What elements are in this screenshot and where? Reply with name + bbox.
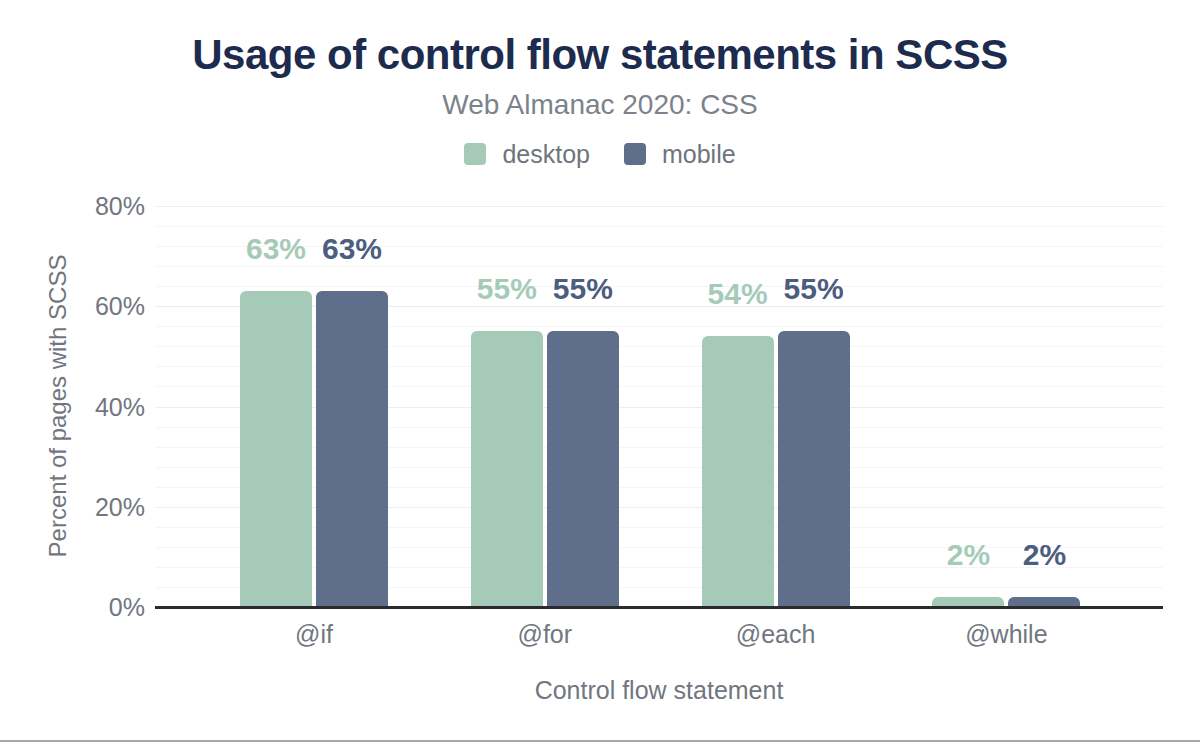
bar-mobile-for[interactable] — [547, 331, 619, 607]
y-tick-label: 20% — [0, 492, 145, 522]
legend-label-mobile: mobile — [662, 140, 736, 169]
chart-canvas: Usage of control flow statements in SCSS… — [0, 0, 1200, 742]
x-tick-label-each: @each — [686, 620, 866, 649]
legend: desktop mobile — [0, 140, 1200, 168]
chart-subtitle: Web Almanac 2020: CSS — [0, 89, 1200, 121]
gridline-minor — [155, 266, 1163, 267]
value-label-mobile-while: 2% — [974, 539, 1114, 571]
chart-title: Usage of control flow statements in SCSS — [0, 31, 1200, 79]
value-label-mobile-if: 63% — [282, 233, 422, 265]
x-tick-label-for: @for — [455, 620, 635, 649]
bar-mobile-each[interactable] — [778, 331, 850, 607]
x-axis-baseline — [155, 606, 1163, 609]
value-label-mobile-for: 55% — [513, 273, 653, 305]
y-tick-label: 80% — [0, 191, 145, 221]
mobile-swatch-icon — [624, 143, 646, 165]
legend-item-desktop[interactable]: desktop — [464, 140, 590, 169]
x-axis-title: Control flow statement — [155, 676, 1163, 705]
bar-mobile-if[interactable] — [316, 291, 388, 607]
x-tick-label-if: @if — [224, 620, 404, 649]
legend-label-desktop: desktop — [502, 140, 590, 169]
bar-desktop-for[interactable] — [471, 331, 543, 607]
gridline-minor — [155, 286, 1163, 287]
y-tick-label: 40% — [0, 392, 145, 422]
gridline-major — [155, 206, 1163, 207]
plot-area: 63%63%55%55%54%55%2%2% — [155, 206, 1163, 607]
y-tick-label: 60% — [0, 291, 145, 321]
value-label-mobile-each: 55% — [744, 273, 884, 305]
y-tick-label: 0% — [0, 592, 145, 622]
desktop-swatch-icon — [464, 143, 486, 165]
gridline-minor — [155, 226, 1163, 227]
bar-desktop-if[interactable] — [240, 291, 312, 607]
x-tick-label-while: @while — [916, 620, 1096, 649]
legend-item-mobile[interactable]: mobile — [624, 140, 736, 169]
bar-desktop-each[interactable] — [702, 336, 774, 607]
